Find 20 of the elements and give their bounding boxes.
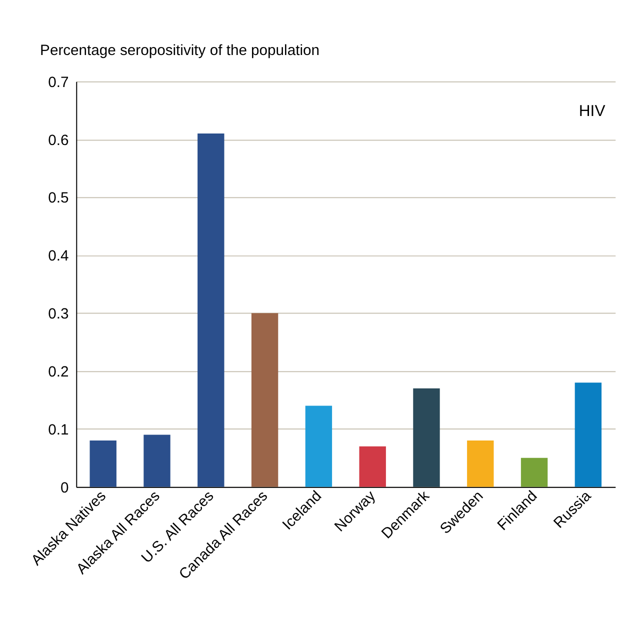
y-tick-label: 0.7 (48, 74, 69, 91)
bar (467, 440, 494, 487)
y-tick-label: 0.3 (48, 306, 69, 323)
bar (359, 446, 386, 487)
bar (574, 382, 602, 487)
bar (90, 440, 116, 487)
y-tick-label: 0.4 (48, 248, 69, 265)
bar (305, 406, 332, 487)
bar (413, 388, 440, 487)
annotation: HIV (578, 103, 606, 120)
bar (144, 434, 170, 487)
bar (251, 313, 278, 487)
y-tick-label: 0.5 (48, 190, 69, 207)
y-axis-title: Percentage seropositivity of the population (40, 43, 320, 60)
y-tick-label: 0.6 (48, 132, 69, 149)
y-tick-label: 0.2 (48, 364, 69, 380)
bar (198, 134, 224, 487)
y-tick-label: 0 (60, 480, 69, 496)
bar (520, 458, 548, 487)
y-tick-label: 0.1 (48, 422, 69, 438)
